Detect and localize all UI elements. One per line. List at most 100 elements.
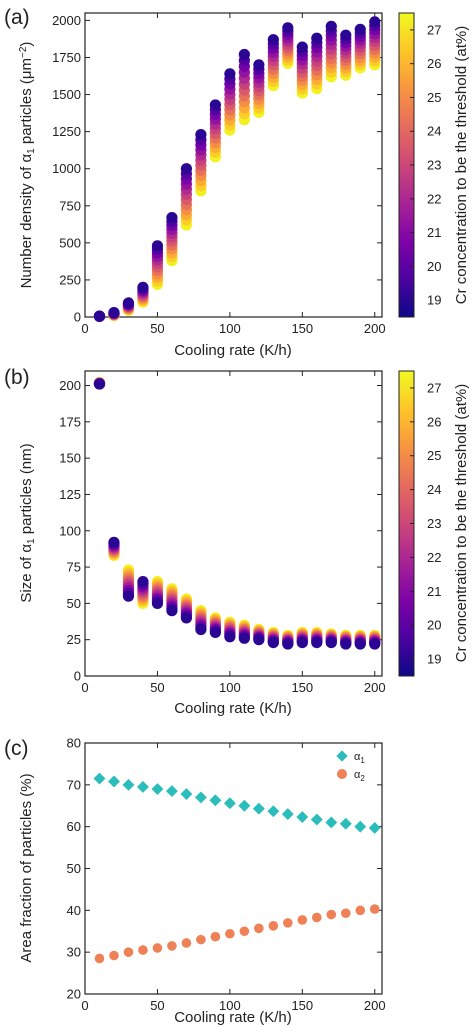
- y-tick-label-b: 175: [59, 414, 81, 429]
- data-point-alpha1: [165, 785, 178, 798]
- data-point-alpha2: [152, 943, 163, 953]
- data-point-a: [238, 48, 250, 61]
- marks-c: [93, 772, 381, 964]
- colorbar-tick-label-b: 23: [427, 516, 441, 531]
- x-tick-label-c: 100: [219, 998, 241, 1013]
- colorbar-ticks-a: 19 20 21 22 23 24 25 26 27: [410, 22, 441, 308]
- colorbar-title-a: Cr concentration to be the threshold (at…: [453, 26, 470, 304]
- data-point-b: [340, 638, 352, 650]
- data-point-alpha1: [354, 820, 367, 833]
- data-point-alpha2: [283, 918, 293, 928]
- y-axis-title-a: Number density of α1 particles (μm−2): [18, 42, 37, 289]
- data-point-b: [93, 378, 106, 390]
- panel-label-a: (a): [4, 6, 30, 29]
- plot-frame-a: [84, 12, 383, 318]
- y-tick-label-a: 1750: [52, 50, 81, 65]
- x-tick-label-c: 0: [81, 998, 88, 1013]
- x-axis-title-b: Cooling rate (K/h): [174, 700, 292, 717]
- data-point-alpha2: [340, 908, 351, 919]
- data-point-a: [354, 23, 366, 35]
- x-tick-label-a: 0: [81, 321, 88, 336]
- data-point-alpha1: [108, 775, 120, 788]
- y-tick-label-b: 25: [67, 632, 81, 647]
- x-tick-label-b: 150: [291, 680, 313, 695]
- colorbar-tick-label-b: 21: [427, 584, 441, 599]
- data-point-b: [195, 623, 207, 636]
- colorbar-tick-label-b: 20: [427, 618, 441, 633]
- legend-label-alpha2: α2: [354, 769, 365, 783]
- y-tick-label-b: 0: [74, 669, 81, 684]
- data-point-alpha2: [210, 931, 221, 942]
- y-tick-label-a: 500: [59, 235, 81, 250]
- data-point-b: [311, 636, 323, 649]
- colorbar-tick-label-b: 24: [427, 482, 441, 497]
- colorbar-tick-label-a: 25: [427, 90, 441, 105]
- colorbar-ticks-b: 19 20 21 22 23 24 25 26 27: [410, 380, 441, 667]
- y-tick-label-c: 30: [67, 945, 81, 960]
- x-tick-label-a: 150: [291, 321, 313, 336]
- data-point-a: [108, 306, 120, 319]
- data-point-alpha2: [181, 938, 192, 948]
- data-point-b: [325, 636, 337, 649]
- data-point-alpha1: [296, 811, 309, 823]
- data-point-alpha2: [167, 941, 177, 951]
- data-point-b: [209, 626, 221, 639]
- legend-label-alpha1: α1: [354, 751, 365, 765]
- data-point-a: [311, 32, 323, 44]
- data-point-a: [267, 34, 279, 46]
- colorbar-tick-label-a: 26: [427, 56, 441, 71]
- marks-a: [93, 16, 381, 322]
- data-point-alpha2: [355, 905, 366, 916]
- data-point-b: [282, 638, 294, 650]
- data-point-alpha2: [268, 921, 279, 931]
- colorbar-tick-label-a: 24: [427, 124, 441, 139]
- x-tick-label-a: 50: [150, 321, 164, 336]
- x-axis-title-a: Cooling rate (K/h): [174, 342, 292, 359]
- data-point-a: [253, 59, 265, 71]
- data-point-alpha1: [238, 799, 251, 812]
- data-point-alpha2: [94, 953, 105, 964]
- data-point-a: [325, 20, 337, 32]
- data-point-alpha1: [209, 794, 222, 807]
- y-tick-label-a: 1250: [52, 124, 81, 139]
- colorbar-tick-label-a: 20: [427, 259, 441, 274]
- data-point-a: [209, 99, 221, 111]
- data-point-a: [282, 22, 294, 34]
- y-tick-label-c: 60: [67, 819, 81, 834]
- data-point-b: [224, 631, 236, 643]
- data-point-alpha2: [239, 926, 250, 937]
- data-point-a: [93, 310, 106, 322]
- marks-b: [93, 377, 381, 650]
- x-tick-label-c: 150: [291, 998, 313, 1013]
- ticks-a: 0 50 100 150 2000250500750100012501500175020…: [52, 13, 386, 336]
- x-tick-label-b: 50: [150, 680, 164, 695]
- data-point-b: [296, 636, 308, 649]
- data-point-a: [151, 240, 164, 252]
- data-point-b: [369, 638, 381, 650]
- y-tick-label-b: 75: [67, 560, 81, 575]
- legend-item-alpha2: α2: [337, 769, 365, 783]
- data-point-alpha2: [109, 950, 119, 961]
- panel-c: (c) 0 50 100 150 200 20 30 40 50 60 70 80 Cooling r…: [4, 736, 386, 1027]
- y-tick-label-a: 1500: [52, 87, 81, 102]
- data-point-b: [253, 634, 265, 646]
- data-point-b: [151, 597, 164, 609]
- y-tick-label-b: 50: [67, 596, 81, 611]
- x-tick-label-c: 200: [364, 998, 386, 1013]
- data-point-alpha2: [123, 947, 134, 957]
- data-point-a: [369, 16, 381, 28]
- data-point-alpha1: [281, 808, 294, 821]
- y-tick-label-c: 50: [67, 861, 81, 876]
- data-point-alpha1: [180, 788, 193, 800]
- y-tick-label-a: 2000: [52, 13, 81, 28]
- data-point-a: [224, 68, 236, 80]
- data-point-alpha1: [339, 817, 352, 830]
- data-point-alpha2: [254, 923, 264, 934]
- data-point-a: [122, 297, 135, 309]
- data-point-a: [195, 129, 207, 141]
- data-point-a: [340, 29, 352, 41]
- legend-marker-alpha2: [337, 769, 347, 779]
- data-point-b: [238, 632, 250, 644]
- plot-frame-b: [84, 370, 383, 677]
- x-tick-label-a: 100: [219, 321, 241, 336]
